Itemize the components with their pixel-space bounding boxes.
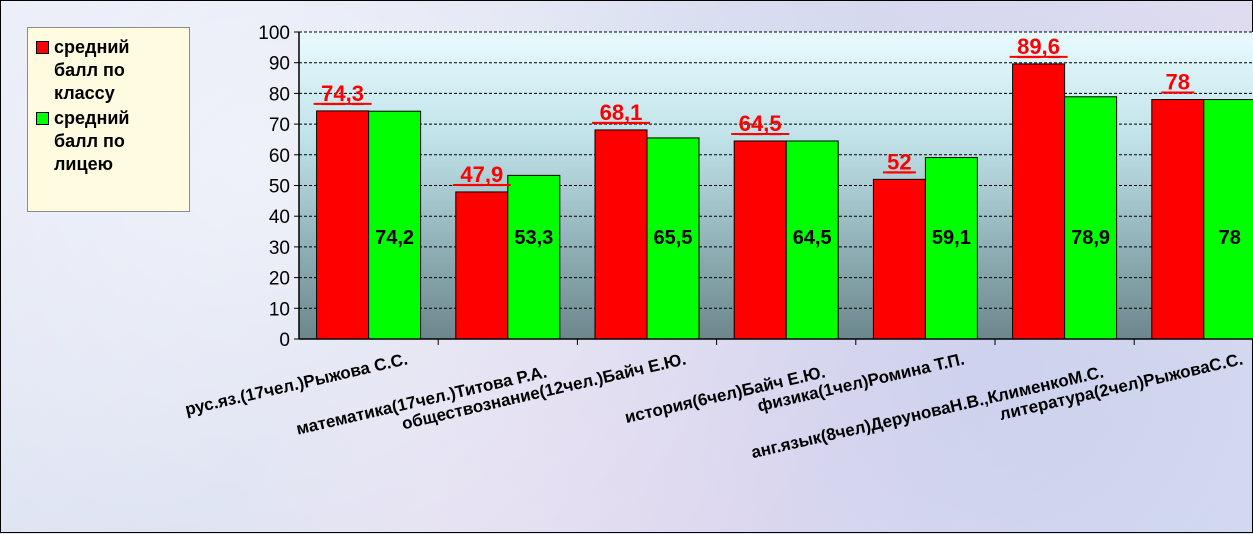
bar-class (1151, 99, 1205, 340)
y-tick-label: 40 (269, 207, 290, 228)
bar-class (872, 178, 926, 340)
y-tick-label: 10 (269, 299, 290, 320)
y-tick-labels: 0 10 20 30 40 50 60 70 80 90 100 (258, 23, 290, 351)
data-label-class: 47,9 (460, 162, 503, 187)
data-label-class: 89,6 (1017, 34, 1060, 59)
data-label-lyceum: 78,9 (1071, 227, 1110, 249)
bars (316, 63, 1253, 340)
legend-label-lyceum: средний балл по лицею (54, 108, 130, 174)
legend-entry-class: средний балл по классу (36, 36, 181, 105)
data-label-lyceum: 53,3 (514, 227, 553, 249)
bar-lyceum (646, 137, 700, 340)
legend-swatch-red (36, 41, 49, 54)
legend-entry-lyceum: средний балл по лицею (36, 107, 181, 176)
y-tick-label: 70 (269, 115, 290, 136)
data-label-class: 68,1 (600, 100, 643, 125)
y-tick-label: 100 (258, 23, 290, 44)
data-label-class: 52 (887, 149, 911, 174)
bar-lyceum (785, 140, 839, 340)
y-tick-label: 80 (269, 84, 290, 105)
bar-lyceum (368, 110, 422, 340)
y-tick-label: 0 (279, 330, 290, 351)
bar-lyceum (1064, 96, 1118, 340)
x-tick-labels: рус.яз.(17чел.)Рыжова С.С.математика(17ч… (183, 349, 1244, 462)
y-tick-label: 90 (269, 54, 290, 75)
bar-class (1012, 63, 1066, 340)
legend-swatch-green (36, 112, 49, 125)
y-tick-label: 30 (269, 238, 290, 259)
data-label-class: 74,3 (321, 81, 364, 106)
data-label-lyceum: 59,1 (932, 227, 971, 249)
data-label-lyceum: 64,5 (793, 227, 832, 249)
data-label-class: 78 (1166, 70, 1190, 95)
bar-lyceum (924, 157, 978, 340)
bar-class (316, 110, 370, 340)
data-label-lyceum: 65,5 (654, 227, 693, 249)
data-label-lyceum: 78 (1219, 227, 1241, 249)
bar-class (455, 191, 509, 340)
data-labels: 74,3 74,2 47,9 53,3 68,1 65,5 64,5 64,5 52 59,1 89… (313, 34, 1241, 249)
bar-class (733, 140, 787, 340)
y-tick-label: 60 (269, 146, 290, 167)
legend: средний балл по классу средний балл по л… (27, 27, 190, 212)
axes (294, 31, 1253, 345)
data-label-lyceum: 74,2 (375, 227, 414, 249)
bar-class (594, 129, 648, 340)
bar-lyceum (507, 174, 561, 340)
y-tick-label: 20 (269, 269, 290, 290)
bar-lyceum (1203, 99, 1253, 340)
legend-label-class: средний балл по классу (54, 37, 130, 103)
y-tick-label: 50 (269, 177, 290, 198)
data-label-class: 64,5 (739, 111, 782, 136)
